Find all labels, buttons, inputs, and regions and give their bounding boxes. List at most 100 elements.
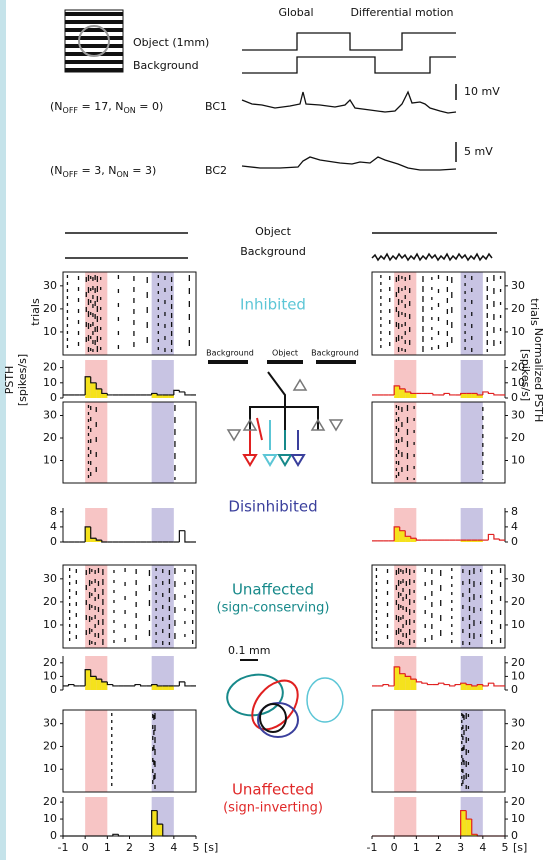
psth-step — [460, 682, 467, 685]
y-tick-label: 10 — [43, 376, 57, 389]
x-tick-label: 3 — [457, 841, 464, 854]
y-tick-label: 10 — [511, 618, 525, 631]
object-trace — [242, 32, 456, 51]
window — [394, 710, 417, 792]
phase-label: Global — [278, 6, 313, 19]
y-tick-label: 0 — [50, 683, 57, 696]
y-tick-label: 4 — [50, 520, 57, 533]
psth-step — [399, 385, 406, 390]
y-tick-label: 0 — [511, 829, 518, 842]
psth-fill — [85, 376, 91, 398]
y-tick-label: 20 — [43, 361, 57, 374]
scale-label: 5 mV — [464, 145, 493, 158]
psth-step — [493, 683, 500, 687]
y-tick-label: 10 — [511, 812, 525, 825]
psth-step — [487, 533, 494, 541]
window — [151, 272, 174, 355]
window — [85, 797, 108, 836]
scale-label: 10 mV — [464, 85, 500, 98]
psth-fill — [157, 685, 163, 690]
psth-fill — [394, 385, 400, 398]
psth-fill — [151, 684, 158, 690]
t: ON — [123, 106, 135, 115]
psth-fill — [466, 540, 472, 542]
psth-fill — [466, 393, 472, 398]
t: = 17, N — [78, 100, 123, 113]
raster-frame — [62, 709, 197, 793]
psth-step — [151, 809, 158, 836]
psth-step — [448, 393, 456, 396]
psth-fill — [399, 673, 406, 690]
psth-fill — [157, 824, 163, 836]
psth-step — [90, 376, 97, 384]
y-tick-label: 4 — [511, 520, 518, 533]
y-tick-label: 30 — [511, 572, 525, 585]
t: OFF — [63, 106, 79, 115]
psth-fill — [477, 540, 483, 542]
cell-counts: (NOFF = 3, NON = 3) — [50, 164, 156, 179]
psth-step — [415, 538, 422, 541]
window — [151, 360, 174, 398]
psth-fill — [471, 834, 478, 836]
psth-step — [487, 682, 494, 686]
receptive-fields — [226, 673, 344, 738]
psth-fill — [162, 685, 169, 690]
row-sublabel: (sign-conserving) — [217, 601, 330, 616]
y-tick-label: 10 — [43, 454, 57, 467]
window — [394, 797, 417, 836]
y-axis-title: Normalized PSTH — [532, 328, 545, 422]
y-tick-label: 20 — [511, 595, 525, 608]
psth-step — [178, 530, 185, 542]
psth-step — [410, 676, 417, 680]
circuit-label: Background — [206, 349, 254, 358]
psth-fill — [399, 530, 406, 542]
background-noise — [371, 252, 493, 262]
psth-fill — [460, 683, 467, 690]
x-tick-label: 4 — [479, 841, 486, 854]
psth-step — [410, 536, 417, 539]
y-tick-label: 20 — [43, 656, 57, 669]
psth-fill — [168, 685, 174, 690]
y-tick-label: 0 — [50, 829, 57, 842]
psth-step — [178, 681, 185, 686]
cell-counts: (NOFF = 17, NON = 0) — [50, 100, 163, 115]
psth-step — [465, 683, 472, 686]
psth-step — [151, 392, 158, 395]
y-tick-label: 10 — [43, 618, 57, 631]
psth-step — [184, 530, 191, 543]
y-tick-label: 30 — [43, 409, 57, 422]
psth-step — [393, 385, 400, 395]
psth-step — [156, 810, 163, 825]
psth-step — [493, 534, 500, 540]
psth-step — [482, 684, 489, 687]
window — [151, 508, 174, 542]
y-tick-label: 20 — [511, 361, 525, 374]
psth-fill — [460, 810, 467, 836]
y-tick-label: 0 — [50, 535, 57, 548]
y-tick-label: 20 — [511, 795, 525, 808]
psth-step — [421, 681, 428, 684]
psth-fill — [90, 382, 97, 398]
x-tick-label: 1 — [104, 841, 111, 854]
psth-step — [112, 684, 119, 687]
psth-step — [84, 526, 91, 542]
psth-fill — [90, 676, 97, 690]
psth-step — [106, 393, 113, 396]
y-tick-label: 0 — [511, 683, 518, 696]
window — [460, 402, 483, 483]
y-tick-label: 0 — [511, 535, 518, 548]
bc2-trace — [241, 156, 457, 171]
psth-fill — [151, 393, 158, 398]
psth-fill — [162, 394, 169, 398]
psth-fill — [466, 819, 472, 836]
x-tick-label: 0 — [82, 841, 89, 854]
x-tick-label: 5 — [193, 841, 200, 854]
psth-step — [156, 684, 163, 687]
row-label: Inhibited — [240, 296, 306, 314]
y-tick-label: 30 — [43, 717, 57, 730]
x-tick-label: 1 — [413, 841, 420, 854]
x-tick-label: 5 — [502, 841, 509, 854]
window — [85, 565, 108, 648]
psth-fill — [85, 526, 91, 542]
psth-step — [95, 538, 102, 541]
